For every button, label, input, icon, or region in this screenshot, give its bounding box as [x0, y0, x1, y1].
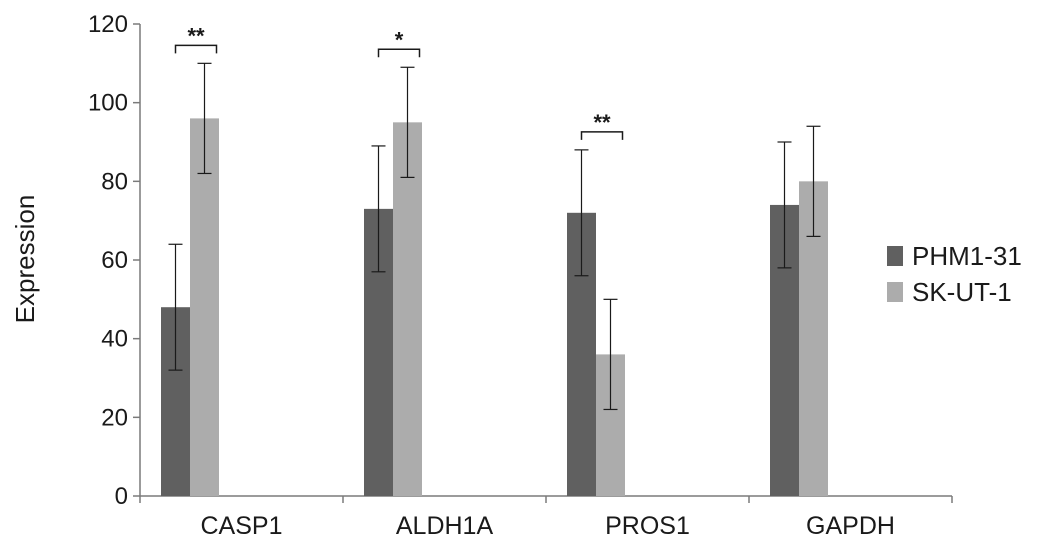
y-tick-label: 120 — [88, 11, 128, 38]
y-tick-label: 40 — [101, 326, 128, 353]
y-tick-label: 20 — [101, 404, 128, 431]
legend-label-SK-UT-1: SK-UT-1 — [912, 277, 1012, 307]
legend-swatch-SK-UT-1 — [887, 282, 903, 302]
y-tick-label: 80 — [101, 168, 128, 195]
bar-SK-UT-1-CASP1 — [190, 118, 219, 497]
bar-SK-UT-1-ALDH1A — [393, 122, 422, 496]
y-axis-label: Expression — [10, 195, 40, 324]
bars-layer — [161, 62, 828, 497]
significance-label: ** — [187, 23, 205, 48]
y-tick-label: 100 — [88, 90, 128, 117]
axes — [133, 23, 953, 503]
x-tick-label: PROS1 — [605, 512, 690, 540]
x-tick-label: CASP1 — [201, 512, 283, 540]
x-tick-label: ALDH1A — [396, 512, 494, 540]
significance-label: * — [395, 27, 404, 52]
legend-swatch-PHM1-31 — [887, 246, 903, 266]
y-tick-label: 60 — [101, 247, 128, 274]
significance-label: ** — [593, 110, 611, 135]
x-tick-label: GAPDH — [806, 512, 895, 540]
significance-bracket — [377, 48, 421, 58]
significance-bracket — [174, 44, 218, 54]
legend-label-PHM1-31: PHM1-31 — [912, 241, 1022, 271]
significance-bracket — [580, 131, 624, 140]
y-tick-label: 0 — [115, 483, 128, 510]
legend: PHM1-31 SK-UT-1 — [887, 241, 1022, 307]
